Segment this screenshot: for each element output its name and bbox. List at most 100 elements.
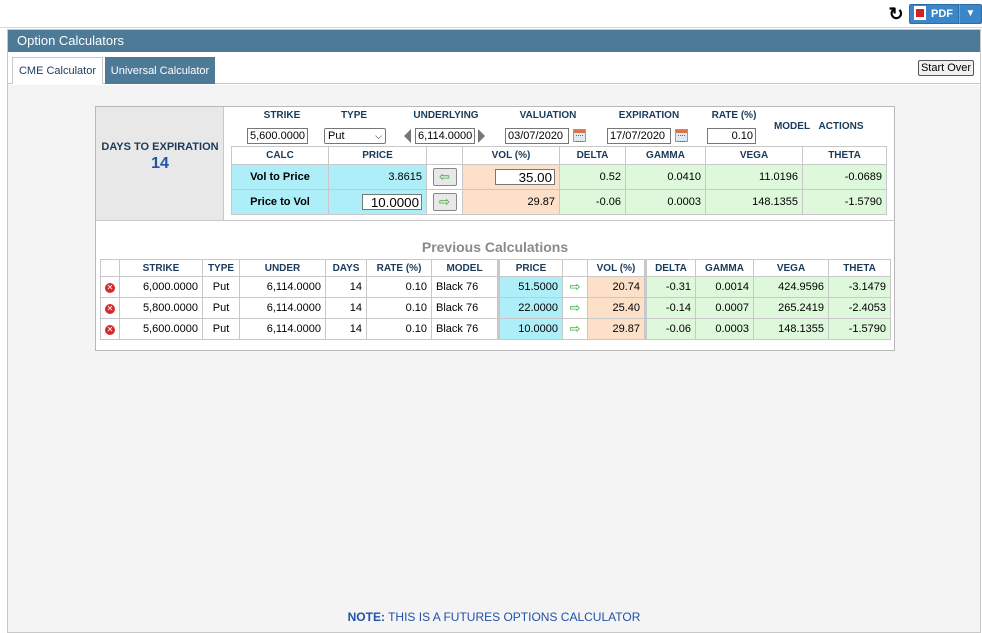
strike-col-header: STRIKE (119, 259, 203, 277)
theta-value: -1.5790 (802, 189, 887, 215)
delete-icon[interactable]: ✕ (105, 304, 115, 314)
arrow-cell: ⇨ (562, 297, 588, 319)
table-row: ✕ 5,800.0000 Put 6,114.0000 14 0.10 Blac… (100, 297, 891, 319)
model-value: Black 76 (431, 318, 499, 340)
delta-value: -0.06 (644, 318, 696, 340)
gamma-col-header: GAMMA (695, 259, 754, 277)
arrow-right-icon: ⇨ (569, 321, 581, 336)
days-to-expiration-box: DAYS TO EXPIRATION 14 (96, 107, 224, 221)
footer-note: NOTE: THIS IS A FUTURES OPTIONS CALCULAT… (8, 610, 980, 624)
type-header: TYPE (340, 110, 368, 121)
arrow-col-header (562, 259, 588, 277)
underlying-input[interactable] (415, 128, 475, 144)
theta-value: -0.0689 (802, 164, 887, 190)
rate-col-header: RATE (%) (366, 259, 432, 277)
model-header: MODEL (773, 121, 811, 132)
under-value: 6,114.0000 (239, 318, 326, 340)
under-col-header: UNDER (239, 259, 326, 277)
vol-value: 29.87 (587, 318, 646, 340)
arrow-right-icon[interactable]: ⇨ (432, 193, 457, 211)
model-value: Black 76 (431, 276, 499, 298)
vol-value: 20.74 (587, 276, 646, 298)
underlying-increase-icon[interactable] (478, 129, 485, 143)
price-col-header: PRICE (497, 259, 563, 277)
delta-col-header: DELTA (559, 146, 626, 165)
underlying-header: UNDERLYING (413, 110, 479, 121)
days-to-expiration-label: DAYS TO EXPIRATION (101, 141, 219, 153)
days-value: 14 (325, 297, 367, 319)
gamma-value: 0.0410 (625, 164, 706, 190)
strike-input[interactable] (247, 128, 308, 144)
strike-header: STRIKE (263, 110, 301, 121)
action-cell: ⇨ (426, 189, 463, 215)
vega-value: 265.2419 (753, 297, 829, 319)
under-value: 6,114.0000 (239, 276, 326, 298)
theta-value: -3.1479 (828, 276, 891, 298)
pdf-button[interactable]: PDF (909, 4, 959, 24)
under-value: 6,114.0000 (239, 297, 326, 319)
delta-col-header: DELTA (644, 259, 696, 277)
calculator-box: DAYS TO EXPIRATION 14 STRIKE TYPE UNDERL… (95, 106, 895, 351)
gamma-value: 0.0003 (625, 189, 706, 215)
price-input[interactable] (362, 194, 422, 210)
theta-value: -1.5790 (828, 318, 891, 340)
option-calculators-panel: Option Calculators CME Calculator Univer… (7, 29, 981, 633)
days-value: 14 (325, 276, 367, 298)
arrow-cell: ⇨ (562, 318, 588, 340)
model-col-header: MODEL (431, 259, 499, 277)
strike-value: 5,600.0000 (119, 318, 203, 340)
pdf-icon (914, 6, 926, 21)
pdf-dropdown-button[interactable]: ▼ (959, 4, 982, 24)
expiration-header: EXPIRATION (618, 110, 680, 121)
expiration-calendar-icon[interactable] (675, 129, 688, 142)
delta-value: -0.14 (644, 297, 696, 319)
vega-col-header: VEGA (705, 146, 803, 165)
price-cell (328, 189, 427, 215)
type-value: Put (202, 276, 240, 298)
arrow-left-icon[interactable]: ⇦ (432, 168, 457, 186)
arrow-right-icon: ⇨ (569, 279, 581, 294)
parameters-row: STRIKE TYPE UNDERLYING VALUATION EXPIRAT… (224, 107, 894, 221)
tab-universal-calculator[interactable]: Universal Calculator (105, 57, 215, 84)
vol-value: 29.87 (462, 189, 560, 215)
vol-col-header: VOL (%) (587, 259, 646, 277)
chevron-down-icon: ▼ (965, 8, 976, 19)
rate-header: RATE (%) (711, 110, 757, 121)
delete-icon[interactable]: ✕ (105, 325, 115, 335)
theta-col-header: THETA (828, 259, 891, 277)
gamma-value: 0.0007 (695, 297, 754, 319)
gamma-col-header: GAMMA (625, 146, 706, 165)
gamma-value: 0.0003 (695, 318, 754, 340)
theta-value: -2.4053 (828, 297, 891, 319)
vol-input[interactable] (495, 169, 555, 185)
price-value: 3.8615 (328, 164, 427, 190)
arrow-right-icon: ⇨ (569, 300, 581, 315)
expiration-date-input[interactable] (607, 128, 671, 144)
price-value: 22.0000 (497, 297, 563, 319)
price-value: 51.5000 (497, 276, 563, 298)
note-text: THIS IS A FUTURES OPTIONS CALCULATOR (388, 610, 641, 624)
rate-value: 0.10 (366, 276, 432, 298)
valuation-date-input[interactable] (505, 128, 569, 144)
gamma-value: 0.0014 (695, 276, 754, 298)
type-col-header: TYPE (202, 259, 240, 277)
delta-value: -0.06 (559, 189, 626, 215)
type-select[interactable]: Put ⌵ (324, 128, 386, 144)
top-toolbar: ↻ PDF ▼ (0, 0, 982, 28)
actions-header: ACTIONS (818, 121, 864, 132)
calc-col-header: CALC (231, 146, 329, 165)
start-over-button[interactable]: Start Over (918, 60, 974, 76)
rate-input[interactable] (707, 128, 756, 144)
delete-cell: ✕ (100, 297, 120, 319)
delete-col-header (100, 259, 120, 277)
valuation-header: VALUATION (519, 110, 577, 121)
panel-title: Option Calculators (8, 30, 980, 52)
action-cell: ⇦ (426, 164, 463, 190)
vol-value: 25.40 (587, 297, 646, 319)
strike-value: 6,000.0000 (119, 276, 203, 298)
underlying-decrease-icon[interactable] (404, 129, 411, 143)
refresh-icon[interactable]: ↻ (888, 4, 904, 24)
valuation-calendar-icon[interactable] (573, 129, 586, 142)
delete-icon[interactable]: ✕ (105, 283, 115, 293)
tab-cme-calculator[interactable]: CME Calculator (12, 57, 103, 84)
